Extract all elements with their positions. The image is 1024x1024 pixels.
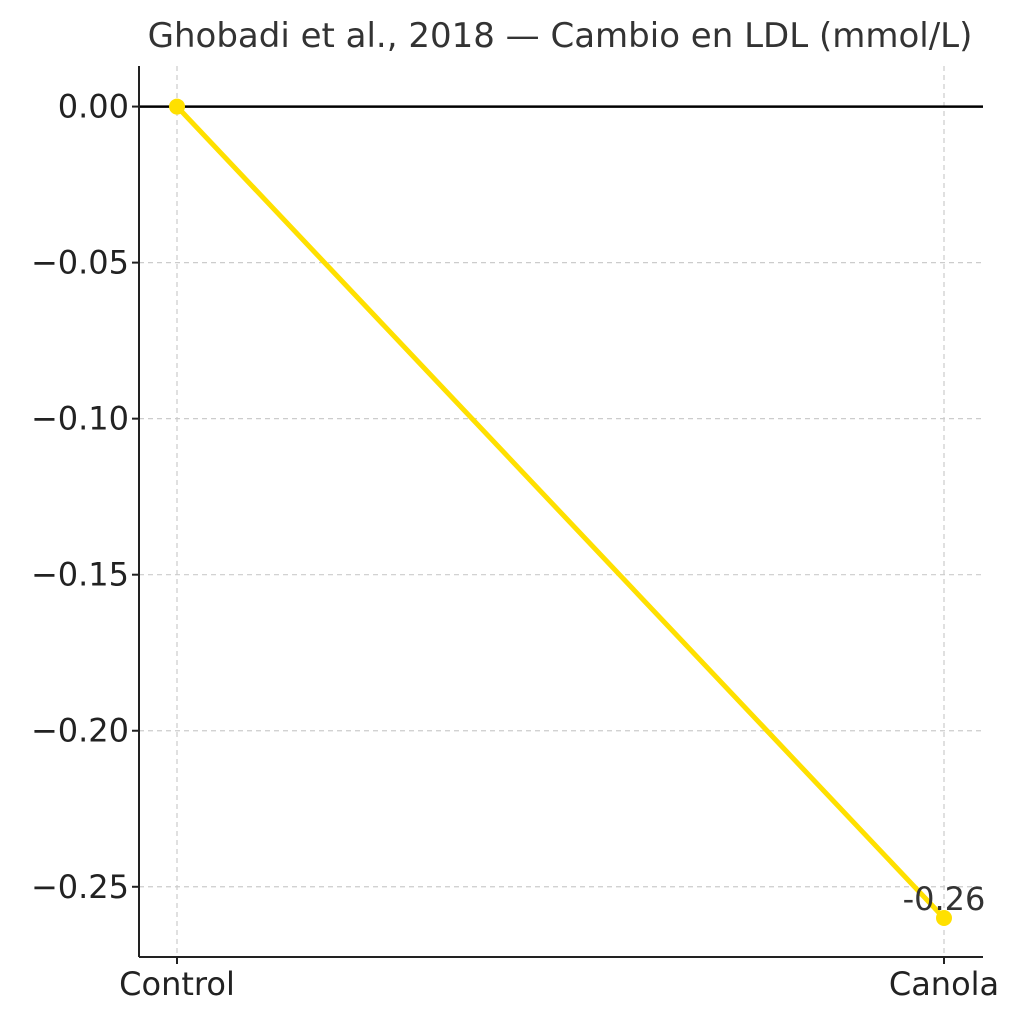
y-tick-label: −0.15 (31, 556, 129, 594)
data-label: -0.26 (903, 880, 986, 918)
x-tick-labels: Control Canola (119, 965, 999, 1003)
data-labels: -0.26 (903, 880, 986, 918)
y-tick-label: 0.00 (58, 88, 129, 126)
x-tick-label: Control (119, 965, 235, 1003)
y-tick-label: −0.20 (31, 712, 129, 750)
y-tick-label: −0.10 (31, 400, 129, 438)
data-point (936, 909, 952, 926)
x-tick-label: Canola (889, 965, 999, 1003)
y-tick-labels: 0.00 −0.05 −0.10 −0.15 −0.20 −0.25 (31, 88, 129, 906)
series-layer (169, 98, 952, 926)
y-tick-label: −0.25 (31, 868, 129, 906)
y-tick-label: −0.05 (31, 244, 129, 282)
axes (132, 66, 983, 964)
data-point (169, 98, 185, 115)
chart-title: Ghobadi et al., 2018 — Cambio en LDL (mm… (148, 16, 973, 56)
series-line (174, 104, 947, 921)
